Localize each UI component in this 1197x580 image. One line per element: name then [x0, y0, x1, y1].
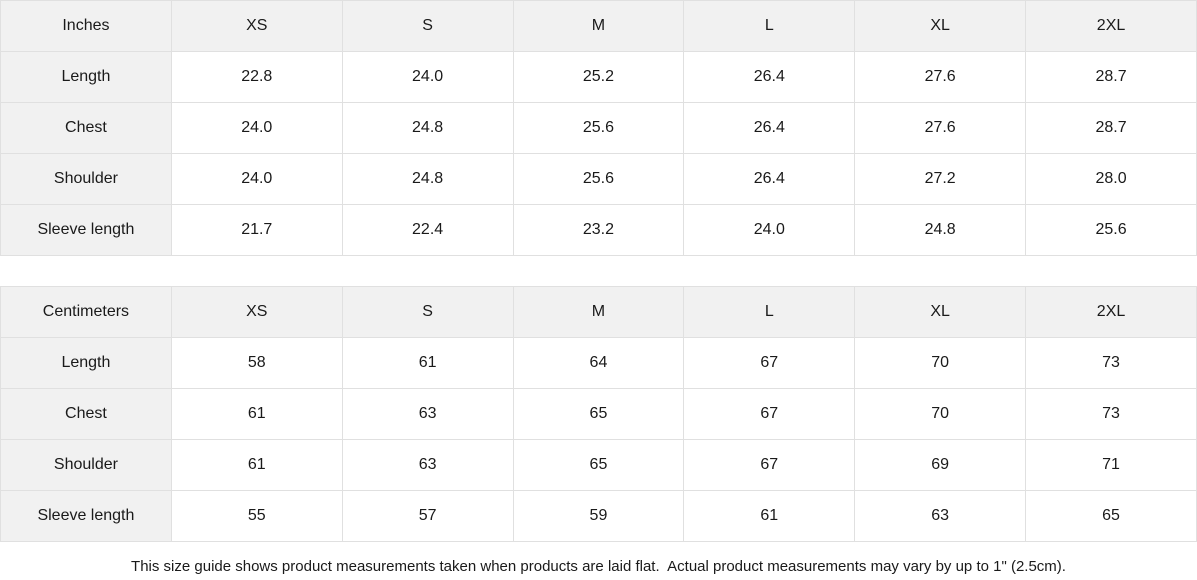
column-header-m: M: [512, 286, 685, 338]
centimeters-header-row: Centimeters XS S M L XL 2XL: [0, 286, 1197, 338]
size-value-cell: 59: [512, 490, 685, 542]
size-value-cell: 70: [854, 388, 1027, 440]
size-value-cell: 65: [512, 439, 685, 491]
size-value-cell: 73: [1025, 388, 1197, 440]
column-header-s: S: [341, 0, 514, 52]
table-row: Shoulder 24.0 24.8 25.6 26.4 27.2 28.0: [0, 153, 1197, 205]
column-header-s: S: [341, 286, 514, 338]
size-value-cell: 65: [512, 388, 685, 440]
column-header-2xl: 2XL: [1025, 0, 1197, 52]
centimeters-size-table: Centimeters XS S M L XL 2XL Length 58 61…: [0, 286, 1197, 542]
column-header-m: M: [512, 0, 685, 52]
table-row: Length 22.8 24.0 25.2 26.4 27.6 28.7: [0, 51, 1197, 103]
size-value-cell: 22.8: [170, 51, 343, 103]
size-value-cell: 28.7: [1025, 102, 1197, 154]
size-value-cell: 27.2: [854, 153, 1027, 205]
row-label-chest: Chest: [0, 388, 172, 440]
size-value-cell: 63: [341, 439, 514, 491]
row-label-length: Length: [0, 51, 172, 103]
size-value-cell: 57: [341, 490, 514, 542]
size-value-cell: 64: [512, 337, 685, 389]
size-value-cell: 24.0: [170, 153, 343, 205]
size-value-cell: 24.8: [341, 102, 514, 154]
size-value-cell: 71: [1025, 439, 1197, 491]
size-value-cell: 24.8: [341, 153, 514, 205]
size-value-cell: 67: [683, 337, 856, 389]
size-value-cell: 61: [341, 337, 514, 389]
table-row: Sleeve length 21.7 22.4 23.2 24.0 24.8 2…: [0, 204, 1197, 256]
size-value-cell: 25.6: [512, 102, 685, 154]
size-value-cell: 26.4: [683, 51, 856, 103]
row-label-sleeve-length: Sleeve length: [0, 204, 172, 256]
row-label-chest: Chest: [0, 102, 172, 154]
column-header-xl: XL: [854, 0, 1027, 52]
size-value-cell: 55: [170, 490, 343, 542]
table-gap: [0, 256, 1197, 286]
inches-header-row: Inches XS S M L XL 2XL: [0, 0, 1197, 52]
table-row: Shoulder 61 63 65 67 69 71: [0, 439, 1197, 491]
size-value-cell: 26.4: [683, 153, 856, 205]
size-value-cell: 58: [170, 337, 343, 389]
column-header-2xl: 2XL: [1025, 286, 1197, 338]
table-row: Chest 61 63 65 67 70 73: [0, 388, 1197, 440]
table-row: Chest 24.0 24.8 25.6 26.4 27.6 28.7: [0, 102, 1197, 154]
row-label-length: Length: [0, 337, 172, 389]
size-value-cell: 63: [341, 388, 514, 440]
size-value-cell: 22.4: [341, 204, 514, 256]
size-value-cell: 24.0: [341, 51, 514, 103]
column-header-xs: XS: [170, 0, 343, 52]
row-label-shoulder: Shoulder: [0, 439, 172, 491]
size-value-cell: 28.0: [1025, 153, 1197, 205]
size-value-cell: 27.6: [854, 102, 1027, 154]
inches-size-table: Inches XS S M L XL 2XL Length 22.8 24.0 …: [0, 0, 1197, 256]
size-value-cell: 67: [683, 439, 856, 491]
size-value-cell: 28.7: [1025, 51, 1197, 103]
column-header-xs: XS: [170, 286, 343, 338]
size-value-cell: 24.0: [683, 204, 856, 256]
size-value-cell: 67: [683, 388, 856, 440]
size-value-cell: 61: [683, 490, 856, 542]
size-value-cell: 25.2: [512, 51, 685, 103]
size-value-cell: 25.6: [1025, 204, 1197, 256]
size-value-cell: 24.8: [854, 204, 1027, 256]
size-value-cell: 70: [854, 337, 1027, 389]
column-header-l: L: [683, 286, 856, 338]
row-label-sleeve-length: Sleeve length: [0, 490, 172, 542]
size-value-cell: 24.0: [170, 102, 343, 154]
table-row: Length 58 61 64 67 70 73: [0, 337, 1197, 389]
row-label-shoulder: Shoulder: [0, 153, 172, 205]
table-row: Sleeve length 55 57 59 61 63 65: [0, 490, 1197, 542]
size-value-cell: 61: [170, 439, 343, 491]
size-value-cell: 63: [854, 490, 1027, 542]
unit-header-centimeters: Centimeters: [0, 286, 172, 338]
size-value-cell: 27.6: [854, 51, 1027, 103]
size-value-cell: 73: [1025, 337, 1197, 389]
unit-header-inches: Inches: [0, 0, 172, 52]
size-value-cell: 69: [854, 439, 1027, 491]
column-header-xl: XL: [854, 286, 1027, 338]
size-guide-disclaimer: This size guide shows product measuremen…: [0, 542, 1197, 580]
size-value-cell: 26.4: [683, 102, 856, 154]
size-value-cell: 65: [1025, 490, 1197, 542]
column-header-l: L: [683, 0, 856, 52]
size-value-cell: 23.2: [512, 204, 685, 256]
size-value-cell: 21.7: [170, 204, 343, 256]
size-value-cell: 61: [170, 388, 343, 440]
size-value-cell: 25.6: [512, 153, 685, 205]
